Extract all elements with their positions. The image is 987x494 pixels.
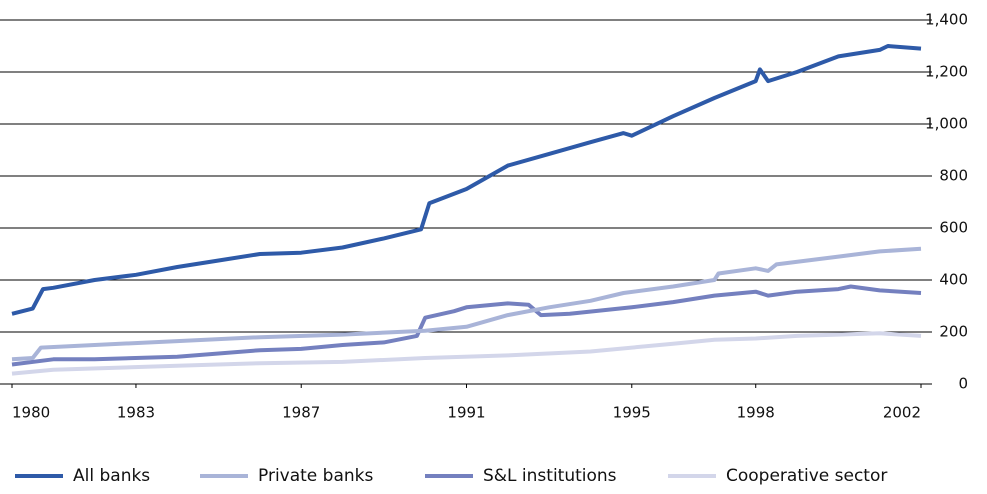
x-tick-label: 2002	[883, 404, 921, 422]
y-tick-label: 400	[939, 271, 968, 289]
legend-label: Private banks	[258, 466, 373, 486]
y-tick-label: 800	[939, 167, 968, 185]
series-line	[11, 246, 922, 362]
series-line	[11, 44, 922, 316]
x-tick-label: 1980	[12, 404, 50, 422]
x-tick-label: 1991	[447, 404, 485, 422]
y-tick-label: 1,000	[925, 115, 968, 133]
legend-label: Cooperative sector	[726, 466, 887, 486]
y-tick-label: 0	[958, 375, 968, 393]
series-line	[11, 331, 922, 376]
series-line	[11, 284, 922, 367]
legend-label: S&L institutions	[483, 466, 617, 486]
y-tick-label: 200	[939, 323, 968, 341]
y-tick-label: 1,400	[925, 11, 968, 29]
x-tick-label: 1995	[613, 404, 651, 422]
x-tick-label: 1998	[737, 404, 775, 422]
y-tick-label: 1,200	[925, 63, 968, 81]
y-tick-label: 600	[939, 219, 968, 237]
x-tick-label: 1983	[117, 404, 155, 422]
x-tick-label: 1987	[282, 404, 320, 422]
legend-label: All banks	[73, 466, 150, 486]
